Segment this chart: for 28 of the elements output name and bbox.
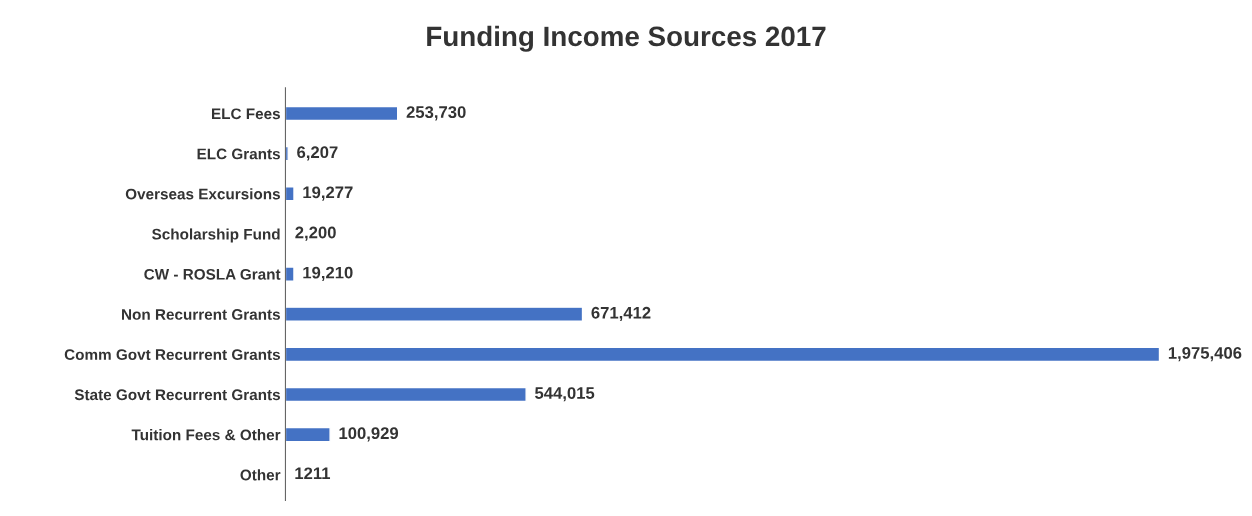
data-label: 2,200 — [295, 226, 336, 241]
data-label: 19,277 — [303, 186, 353, 201]
bar — [285, 186, 295, 202]
bar — [285, 386, 527, 403]
y-tick-label: State Govt Recurrent Grants — [74, 389, 280, 401]
bar — [285, 346, 1161, 363]
data-label: 19,210 — [303, 266, 353, 281]
bar — [285, 266, 295, 282]
bar — [285, 105, 399, 122]
y-tick-label: Tuition Fees & Other — [131, 429, 281, 441]
bar — [285, 426, 331, 443]
data-label: 6,207 — [297, 146, 338, 161]
y-tick-label: ELC Grants — [197, 148, 280, 160]
data-label: 544,015 — [535, 387, 595, 402]
y-tick-label: Comm Govt Recurrent Grants — [64, 349, 280, 361]
data-label: 1,975,406 — [1168, 347, 1242, 362]
data-label: 253,730 — [406, 106, 466, 121]
chart-title: Funding Income Sources 2017 — [427, 25, 826, 52]
data-label: 100,929 — [339, 427, 399, 442]
bar — [285, 306, 584, 322]
y-tick-label: Scholarship Fund — [152, 228, 280, 243]
y-tick-label: Overseas Excursions — [125, 188, 280, 200]
data-label: 1211 — [295, 467, 331, 480]
y-tick-label: Non Recurrent Grants — [122, 309, 280, 320]
y-tick-label: Other — [240, 469, 281, 481]
y-tick-label: CW - ROSLA Grant — [144, 268, 281, 280]
data-label: 671,412 — [591, 306, 651, 322]
y-tick-label: ELC Fees — [212, 108, 280, 120]
